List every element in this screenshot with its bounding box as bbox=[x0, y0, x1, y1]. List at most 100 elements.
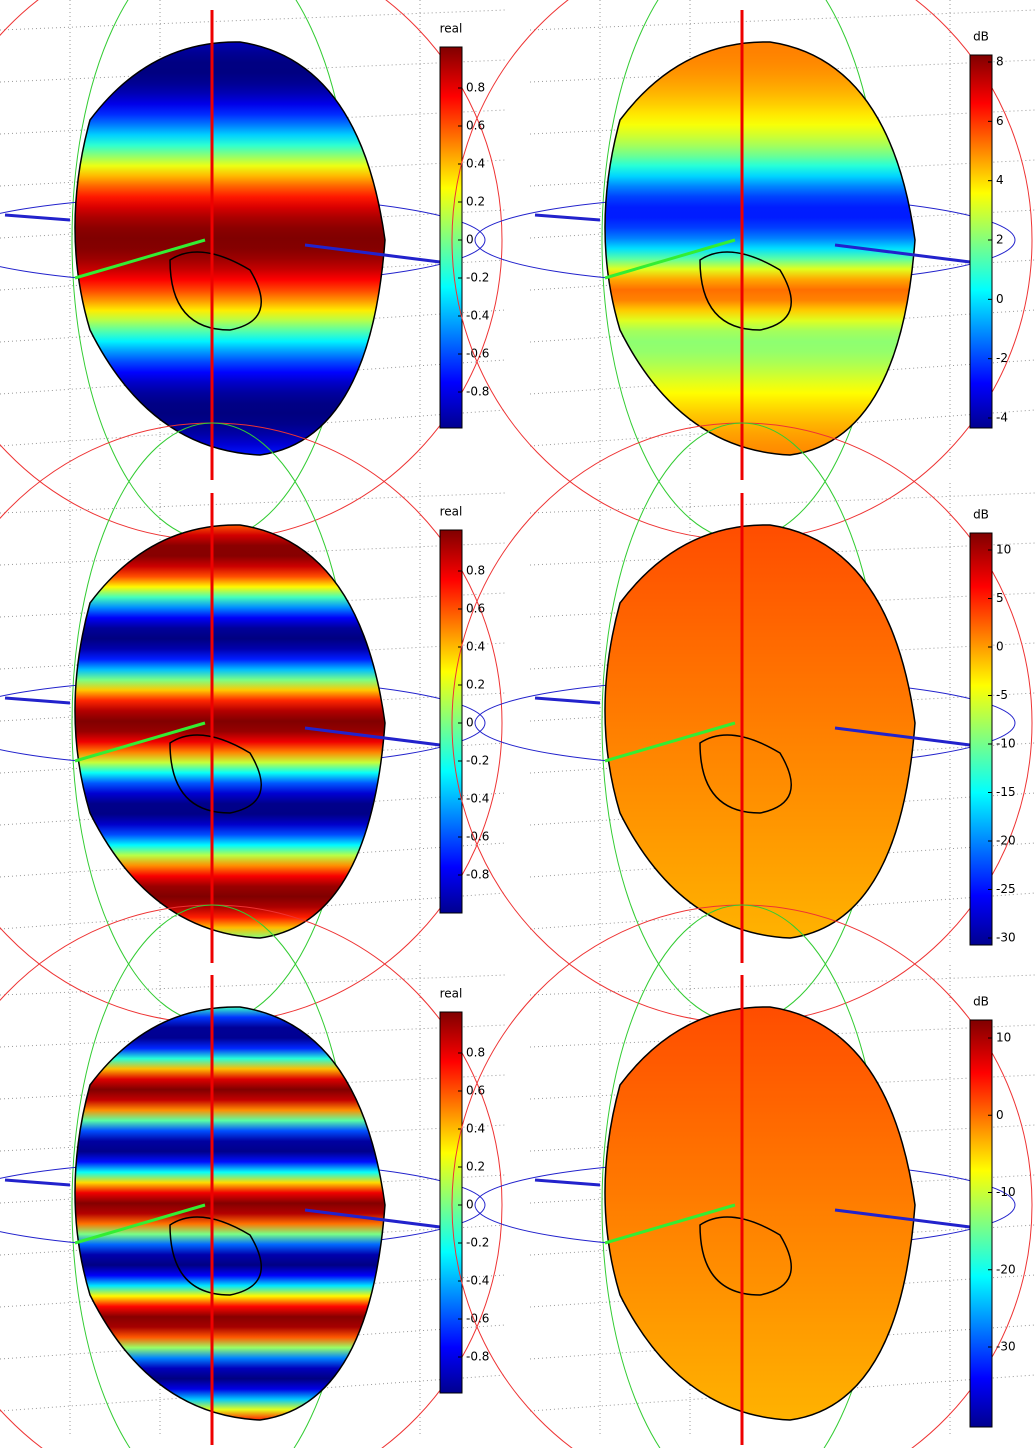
ear-surface bbox=[74, 1006, 386, 1421]
x-axis bbox=[834, 726, 971, 747]
colorbar-tick-label: 0 bbox=[466, 1198, 474, 1212]
colorbar-tick-label: -0.2 bbox=[466, 271, 489, 285]
ear-concha bbox=[169, 734, 262, 814]
grid-line bbox=[0, 1374, 506, 1412]
colorbar-label: real bbox=[440, 505, 463, 519]
grid-line bbox=[529, 792, 1035, 826]
ear-surface bbox=[604, 524, 916, 939]
colorbar bbox=[969, 54, 993, 429]
colorbar-tick-label: -20 bbox=[996, 1262, 1016, 1276]
colorbar bbox=[439, 46, 463, 429]
colorbar-tick-label: 0.6 bbox=[466, 602, 485, 616]
y-axis bbox=[74, 1203, 206, 1245]
colorbar-tick-label: -10 bbox=[996, 737, 1016, 751]
colorbar-tick-label: -4 bbox=[996, 411, 1008, 425]
colorbar-tick-label: -10 bbox=[996, 1185, 1016, 1199]
colorbar-tick-label: 0 bbox=[996, 292, 1004, 306]
grid-line bbox=[529, 9, 1035, 31]
colorbar-tick-label: 0.8 bbox=[466, 1046, 485, 1060]
colorbar-tick-label: 10 bbox=[996, 1031, 1011, 1045]
grid-line bbox=[0, 842, 506, 878]
y-axis bbox=[604, 238, 736, 280]
colorbar-tick-label: 8 bbox=[996, 55, 1004, 69]
x-axis-neg bbox=[4, 696, 71, 705]
grid-line bbox=[529, 1324, 1035, 1360]
grid-line bbox=[529, 1374, 1035, 1412]
colorbar-tick-label: -5 bbox=[996, 688, 1008, 702]
grid-line bbox=[529, 892, 1035, 930]
colorbar-tick-label: -0.6 bbox=[466, 1312, 489, 1326]
colorbar-tick-label: 0 bbox=[466, 233, 474, 247]
colorbar-label: real bbox=[440, 987, 463, 1001]
grid-line bbox=[529, 1274, 1035, 1308]
grid-line bbox=[529, 359, 1035, 395]
ear-surface bbox=[604, 1006, 916, 1421]
ear-concha bbox=[169, 1216, 262, 1296]
colorbar-tick-label: 0.6 bbox=[466, 1084, 485, 1098]
colorbar-tick-label: -0.4 bbox=[466, 309, 489, 323]
colorbar-tick-label: 0.4 bbox=[466, 157, 485, 171]
grid-line bbox=[529, 309, 1035, 343]
ear-concha bbox=[699, 1216, 792, 1296]
colorbar bbox=[439, 529, 463, 914]
colorbar-tick-label: -25 bbox=[996, 882, 1016, 896]
colorbar-tick-label: -20 bbox=[996, 834, 1016, 848]
colorbar-tick-label: -0.2 bbox=[466, 1236, 489, 1250]
colorbar-tick-label: 0.2 bbox=[466, 678, 485, 692]
ear-surface bbox=[74, 41, 386, 456]
colorbar-tick-label: 0.2 bbox=[466, 195, 485, 209]
x-axis-neg bbox=[4, 1178, 71, 1187]
colorbar-tick-label: 0 bbox=[996, 640, 1004, 654]
x-axis bbox=[834, 1208, 971, 1229]
colorbar-tick-label: 10 bbox=[996, 543, 1011, 557]
colorbar-tick-label: 0.8 bbox=[466, 564, 485, 578]
ear-surface bbox=[604, 41, 916, 456]
colorbar-tick-label: 0 bbox=[996, 1108, 1004, 1122]
colorbar-tick-label: 0.6 bbox=[466, 119, 485, 133]
colorbar-tick-label: 0.8 bbox=[466, 81, 485, 95]
colorbar-label: real bbox=[440, 22, 463, 36]
y-axis bbox=[604, 1203, 736, 1245]
colorbar-tick-label: -2 bbox=[996, 351, 1008, 365]
grid-line bbox=[529, 409, 1035, 447]
y-axis bbox=[604, 721, 736, 763]
ear-concha bbox=[699, 734, 792, 814]
colorbar-tick-label: -30 bbox=[996, 1340, 1016, 1354]
x-axis-neg bbox=[534, 1178, 601, 1187]
grid-line bbox=[0, 1324, 506, 1360]
grid-line bbox=[0, 792, 506, 826]
x-axis-neg bbox=[534, 213, 601, 222]
colorbar bbox=[969, 532, 993, 946]
colorbar-tick-label: -0.2 bbox=[466, 754, 489, 768]
colorbar-label: dB bbox=[973, 30, 989, 44]
grid-line bbox=[0, 974, 506, 996]
grid-line bbox=[0, 409, 506, 447]
colorbar-tick-label: -30 bbox=[996, 931, 1016, 945]
grid-line bbox=[529, 492, 1035, 514]
colorbar-tick-label: 0.4 bbox=[466, 1122, 485, 1136]
colorbar-label: dB bbox=[973, 508, 989, 522]
x-axis-neg bbox=[534, 696, 601, 705]
colorbar bbox=[969, 1019, 993, 1428]
colorbar bbox=[439, 1011, 463, 1394]
colorbar-tick-label: -0.4 bbox=[466, 792, 489, 806]
grid-line bbox=[0, 359, 506, 395]
colorbar-tick-label: 0.2 bbox=[466, 1160, 485, 1174]
colorbar-tick-label: 6 bbox=[996, 114, 1004, 128]
x-axis bbox=[304, 1208, 441, 1229]
colorbar-tick-label: 5 bbox=[996, 591, 1004, 605]
colorbar-tick-label: -0.8 bbox=[466, 385, 489, 399]
grid-line bbox=[0, 892, 506, 930]
y-axis bbox=[74, 238, 206, 280]
grid-line bbox=[0, 1274, 506, 1308]
grid-line bbox=[0, 9, 506, 31]
x-axis-neg bbox=[4, 213, 71, 222]
colorbar-tick-label: -0.8 bbox=[466, 1350, 489, 1364]
grid-line bbox=[529, 974, 1035, 996]
ear-surface bbox=[74, 524, 386, 939]
ear-concha bbox=[169, 251, 262, 331]
colorbar-tick-label: -0.6 bbox=[466, 830, 489, 844]
grid-line bbox=[0, 309, 506, 343]
x-axis bbox=[304, 243, 441, 264]
